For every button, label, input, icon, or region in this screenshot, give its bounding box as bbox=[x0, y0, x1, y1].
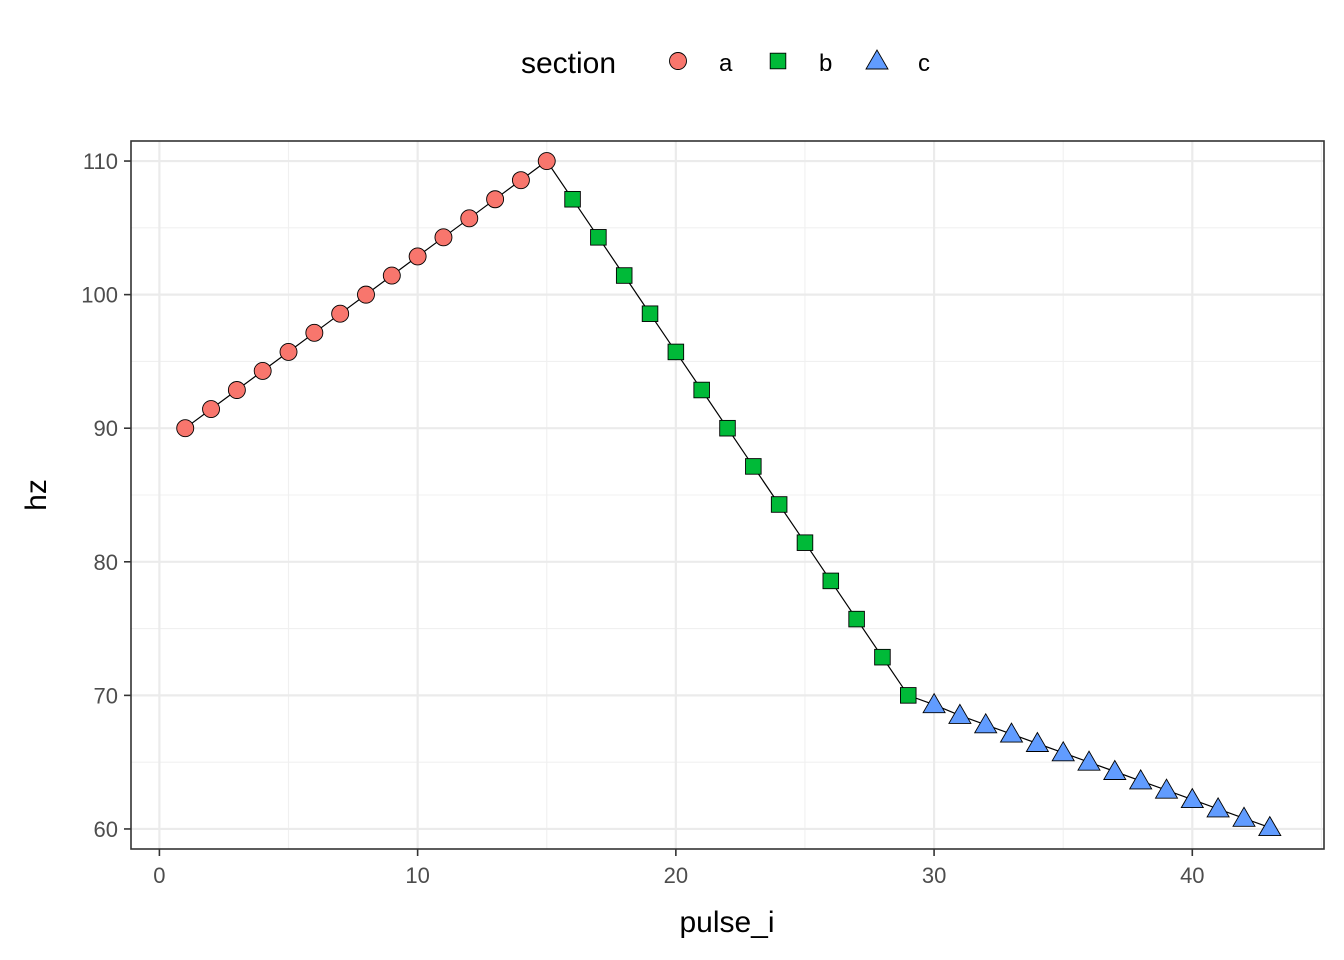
data-point-b bbox=[615, 267, 633, 284]
data-point-a bbox=[176, 419, 195, 438]
x-tick-label: 10 bbox=[405, 863, 429, 888]
data-point-c bbox=[948, 703, 972, 724]
data-point-c bbox=[973, 712, 998, 734]
data-point-c bbox=[1180, 787, 1205, 809]
data-point-b bbox=[693, 381, 710, 399]
legend-label-a: a bbox=[719, 50, 733, 77]
data-point-a bbox=[331, 304, 350, 323]
y-axis-title: hz bbox=[20, 479, 53, 511]
y-tick-label: 70 bbox=[94, 683, 118, 708]
y-tick-label: 110 bbox=[83, 149, 118, 174]
data-point-b bbox=[590, 229, 607, 246]
data-point-b bbox=[745, 458, 762, 475]
data-point-a bbox=[357, 285, 375, 304]
data-point-a bbox=[253, 361, 272, 380]
data-point-b bbox=[667, 343, 685, 361]
data-point-a bbox=[408, 247, 427, 266]
x-axis: 0 10 20 30 40 bbox=[153, 849, 1205, 888]
y-tick-label: 60 bbox=[94, 817, 118, 842]
data-point-c bbox=[1077, 750, 1101, 771]
x-tick-label: 40 bbox=[1180, 863, 1204, 888]
data-point-a bbox=[537, 152, 556, 170]
plot-panel-border bbox=[130, 140, 1325, 850]
data-point-b bbox=[770, 496, 788, 513]
data-point-c bbox=[1258, 815, 1282, 837]
data-point-c bbox=[1232, 806, 1256, 827]
data-point-a bbox=[202, 400, 220, 419]
data-point-c bbox=[1025, 731, 1050, 752]
data-point-a bbox=[382, 266, 401, 285]
data-point-b bbox=[874, 648, 891, 666]
data-point-a bbox=[486, 190, 505, 209]
data-point-b bbox=[641, 305, 659, 322]
x-tick-label: 20 bbox=[664, 863, 688, 888]
data-point-a bbox=[511, 171, 530, 190]
x-axis-title: pulse_i bbox=[679, 906, 774, 939]
legend-key-c bbox=[865, 49, 889, 70]
data-point-c bbox=[922, 692, 946, 714]
data-point-a bbox=[279, 342, 298, 361]
data-point-a bbox=[305, 323, 324, 342]
data-point-b bbox=[848, 610, 865, 628]
connecting-line bbox=[184, 160, 1271, 829]
legend-label-b: b bbox=[819, 50, 832, 77]
y-tick-label: 100 bbox=[81, 283, 118, 308]
legend-key-b bbox=[769, 52, 787, 70]
data-point-b bbox=[796, 534, 814, 551]
legend-key-a bbox=[669, 52, 687, 70]
x-tick-label: 0 bbox=[153, 863, 165, 888]
data-point-b bbox=[822, 572, 840, 590]
y-axis: 60 70 80 90 100 110 bbox=[81, 149, 131, 842]
legend-title: section bbox=[521, 47, 616, 80]
data-point-c bbox=[1206, 797, 1230, 818]
data-point-b bbox=[719, 419, 736, 437]
data-point-c bbox=[1103, 759, 1127, 780]
data-point-c bbox=[1128, 769, 1153, 790]
data-point-a bbox=[460, 209, 479, 228]
data-points bbox=[176, 152, 1282, 837]
series-line bbox=[184, 160, 1271, 829]
data-point-b bbox=[900, 687, 917, 704]
x-tick-label: 30 bbox=[922, 863, 946, 888]
data-point-a bbox=[434, 228, 453, 247]
legend: section a b c bbox=[521, 47, 930, 80]
data-point-c bbox=[999, 722, 1024, 743]
data-point-c bbox=[1154, 778, 1179, 799]
y-tick-label: 90 bbox=[94, 416, 118, 441]
data-point-a bbox=[227, 381, 246, 399]
y-tick-label: 80 bbox=[94, 550, 118, 575]
legend-label-c: c bbox=[918, 50, 930, 77]
grid bbox=[131, 141, 1324, 849]
data-point-b bbox=[564, 190, 581, 208]
data-point-c bbox=[1051, 740, 1075, 762]
